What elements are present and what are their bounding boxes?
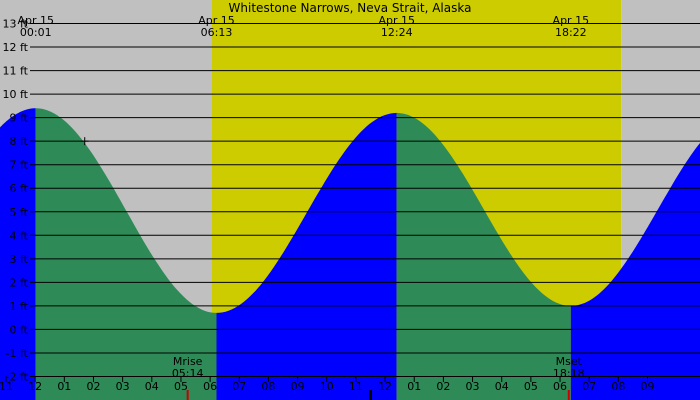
extreme-date-label: Apr 15 <box>198 14 235 27</box>
x-tick-label: 09 <box>641 380 655 393</box>
x-tick-label: 05 <box>174 380 188 393</box>
x-tick-label: 12 <box>378 380 392 393</box>
tide-area-layer <box>0 108 700 400</box>
x-tick-label: 12 <box>28 380 42 393</box>
x-tick-label: 03 <box>116 380 130 393</box>
y-tick-label: 1 ft <box>10 300 29 313</box>
x-tick-label: 06 <box>553 380 567 393</box>
moon-event-label: Mset <box>556 355 583 368</box>
moon-event-label: Mrise <box>173 355 203 368</box>
x-tick-label: 07 <box>232 380 246 393</box>
y-tick-label: 13 ft <box>3 18 29 31</box>
y-tick-labels: -2 ft -1 ft 0 ft 1 ft 2 ft 3 ft 4 ft 5 ft 6 ft 7 … <box>3 18 29 384</box>
x-tick-label: 04 <box>145 380 159 393</box>
rising-tide-area <box>0 108 36 400</box>
x-tick-label: 02 <box>436 380 450 393</box>
y-tick-label: 0 ft <box>10 323 29 336</box>
x-tick-label: 11 <box>349 380 363 393</box>
chart-title: Whitestone Narrows, Neva Strait, Alaska <box>229 1 472 15</box>
x-tick-label: 11 <box>0 380 13 393</box>
marker-layer <box>80 137 372 400</box>
grid-layer <box>30 23 700 377</box>
extreme-time-label: 06:13 <box>201 26 233 39</box>
extreme-date-label: Apr 15 <box>553 14 590 27</box>
x-tick-label: 08 <box>261 380 275 393</box>
y-tick-label: 11 ft <box>3 65 29 78</box>
x-tick-label: 03 <box>466 380 480 393</box>
x-tick-label: 09 <box>291 380 305 393</box>
y-tick-label: -1 ft <box>6 347 29 360</box>
current-time-marker <box>368 390 372 400</box>
falling-tide-area <box>396 112 571 400</box>
extreme-time-label: 00:01 <box>20 26 52 39</box>
moon-event-time: 05:14 <box>172 367 204 380</box>
y-tick-label: 12 ft <box>3 41 29 54</box>
extreme-date-label: Apr 15 <box>17 14 54 27</box>
y-tick-label: 9 ft <box>10 112 29 125</box>
rising-tide-area <box>216 112 397 400</box>
falling-tide-area <box>35 108 217 400</box>
y-tick-label: 2 ft <box>10 276 29 289</box>
y-tick-label: 8 ft <box>10 135 29 148</box>
x-tick-label: 04 <box>495 380 509 393</box>
y-tick-label: 10 ft <box>3 88 29 101</box>
x-tick-label: 10 <box>320 380 334 393</box>
x-tick-label: 01 <box>407 380 421 393</box>
extreme-date-label: Apr 15 <box>378 14 415 27</box>
x-tick-label: 02 <box>86 380 100 393</box>
extreme-time-label: 18:22 <box>555 26 587 39</box>
y-tick-label: 6 ft <box>10 182 29 195</box>
x-tick-label: 01 <box>57 380 71 393</box>
x-tick-label: 08 <box>611 380 625 393</box>
x-tick-label: 05 <box>524 380 538 393</box>
extreme-time-label: 12:24 <box>381 26 413 39</box>
x-tick-label: 06 <box>203 380 217 393</box>
y-tick-label: 3 ft <box>10 253 29 266</box>
y-tick-label: 5 ft <box>10 206 29 219</box>
moon-event-time: 18:18 <box>553 367 585 380</box>
y-tick-label: 7 ft <box>10 159 29 172</box>
rising-tide-area <box>570 142 700 400</box>
y-tick-label: -2 ft <box>6 370 29 383</box>
x-tick-label: 07 <box>582 380 596 393</box>
x-tick-labels: 11 12 01 02 03 04 05 06 07 08 09 10 11 12 01 02 03 04 05 06… <box>0 376 655 393</box>
y-tick-label: 4 ft <box>10 229 29 242</box>
